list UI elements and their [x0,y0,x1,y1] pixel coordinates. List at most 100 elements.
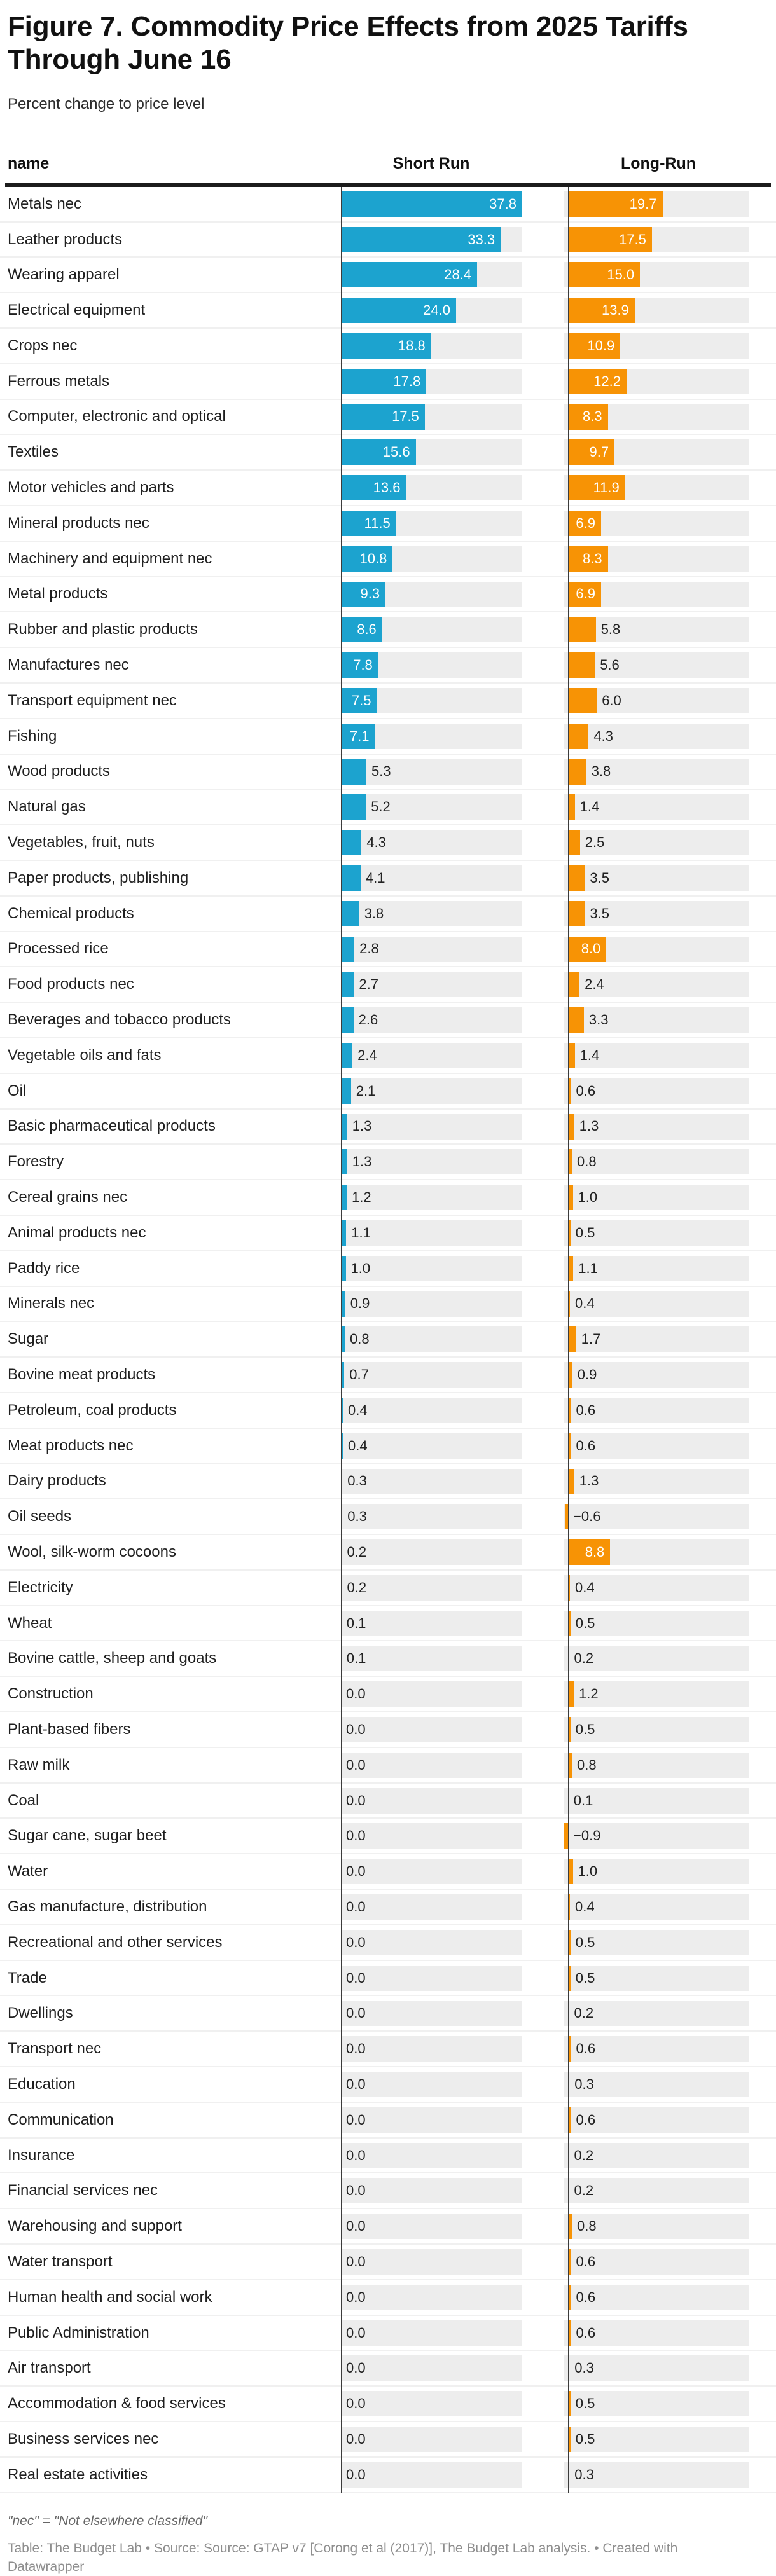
shortrun-value: 17.5 [392,408,419,425]
shortrun-track [341,1929,522,1955]
table-row: Petroleum, coal products 0.4 0.6 [0,1393,776,1429]
longrun-track [564,2249,749,2275]
shortrun-bar [341,1326,345,1353]
row-label: Forestry [8,1153,64,1171]
longrun-track [564,1291,749,1317]
column-header-name: name [8,154,50,172]
table-row: Construction 0.0 1.2 [0,1677,776,1713]
longrun-track [564,1929,749,1955]
row-label: Electrical equipment [8,301,146,319]
shortrun-track [341,2036,522,2062]
shortrun-track [341,1326,522,1353]
longrun-bar [568,1397,571,1423]
shortrun-value: 1.3 [352,1154,372,1170]
longrun-bar [568,617,596,643]
shortrun-value: 28.4 [444,266,472,283]
row-label: Water [8,1863,48,1880]
row-label: Wood products [8,762,110,780]
table-row: Transport nec 0.0 0.6 [0,2032,776,2068]
shortrun-value: 4.3 [366,834,386,851]
row-label: Transport equipment nec [8,691,177,709]
longrun-value: 4.3 [593,727,613,744]
table-row: Beverages and tobacco products 2.6 3.3 [0,1003,776,1038]
shortrun-track [341,2142,522,2168]
shortrun-track [341,1787,522,1814]
shortrun-track [341,2320,522,2346]
longrun-bar [568,1681,574,1707]
longrun-value: 0.5 [575,2430,595,2447]
longrun-value: 6.9 [576,514,595,531]
longrun-bar [568,972,580,998]
header-rule [5,183,771,187]
shortrun-value: 0.1 [346,1615,366,1631]
shortrun-track [341,794,522,820]
row-label: Business services nec [8,2430,159,2448]
longrun-track [564,1574,749,1601]
shortrun-bar [341,723,375,749]
table-row: Forestry 1.3 0.8 [0,1145,776,1181]
row-label: Transport nec [8,2040,102,2058]
longrun-track [564,2001,749,2027]
table-row: Metals nec 37.8 19.7 [0,187,776,223]
table-row: Ferrous metals 17.8 12.2 [0,364,776,400]
longrun-value: 0.6 [576,2324,596,2341]
row-label: Minerals nec [8,1295,95,1312]
longrun-track [564,1894,749,1920]
shortrun-track [341,2214,522,2240]
table-row: Air transport 0.0 0.3 [0,2351,776,2387]
row-label: Paper products, publishing [8,869,189,886]
longrun-track [564,759,749,785]
shortrun-bar [341,1185,347,1211]
shortrun-value: 2.7 [359,976,378,993]
longrun-value: 0.8 [577,1154,597,1170]
longrun-bar [568,1752,572,1778]
shortrun-value: 0.0 [346,2430,366,2447]
table-row: Paddy rice 1.0 1.1 [0,1251,776,1287]
shortrun-value: 0.0 [346,1934,366,1950]
longrun-track [564,1007,749,1033]
row-label: Coal [8,1791,39,1809]
shortrun-value: 2.6 [358,1012,378,1028]
row-label: Beverages and tobacco products [8,1011,231,1029]
table-row: Textiles 15.6 9.7 [0,435,776,471]
longrun-bar [568,475,625,501]
shortrun-value: 0.0 [346,1969,366,1986]
shortrun-track [341,1433,522,1459]
shortrun-bar [341,830,362,856]
table-row: Crops nec 18.8 10.9 [0,329,776,364]
table-row: Transport equipment nec 7.5 6.0 [0,684,776,719]
longrun-value: 2.4 [585,976,604,993]
table-row: Oil 2.1 0.6 [0,1074,776,1110]
row-label: Accommodation & food services [8,2395,226,2413]
table-row: Coal 0.0 0.1 [0,1784,776,1819]
longrun-track [564,1965,749,1991]
row-label: Warehousing and support [8,2217,182,2235]
longrun-bar [568,794,575,820]
longrun-track [564,830,749,856]
table-row: Insurance 0.0 0.2 [0,2139,776,2174]
shortrun-value: 7.8 [353,657,373,673]
longrun-bar [568,2284,571,2310]
shortrun-value: 7.5 [351,692,371,708]
table-row: Vegetable oils and fats 2.4 1.4 [0,1038,776,1074]
shortrun-bar [341,1007,354,1033]
longrun-value: 0.2 [574,1650,594,1667]
table-row: Meat products nec 0.4 0.6 [0,1429,776,1464]
shortrun-track [341,2249,522,2275]
row-label: Electricity [8,1578,73,1596]
longrun-bar [568,1859,573,1885]
shortrun-track [341,2284,522,2310]
longrun-track [564,1149,749,1175]
longrun-value: 0.5 [575,1721,595,1737]
longrun-value: −0.9 [573,1828,601,1844]
longrun-value: 0.1 [573,1792,593,1808]
longrun-bar [568,1326,576,1353]
shortrun-value: 0.0 [346,1792,366,1808]
shortrun-track [341,1255,522,1281]
longrun-value: 0.2 [574,2182,594,2199]
table-row: Basic pharmaceutical products 1.3 1.3 [0,1110,776,1145]
table-row: Warehousing and support 0.0 0.8 [0,2209,776,2245]
row-label: Food products nec [8,975,134,993]
shortrun-track [341,936,522,962]
longrun-value: 1.3 [579,1118,599,1134]
